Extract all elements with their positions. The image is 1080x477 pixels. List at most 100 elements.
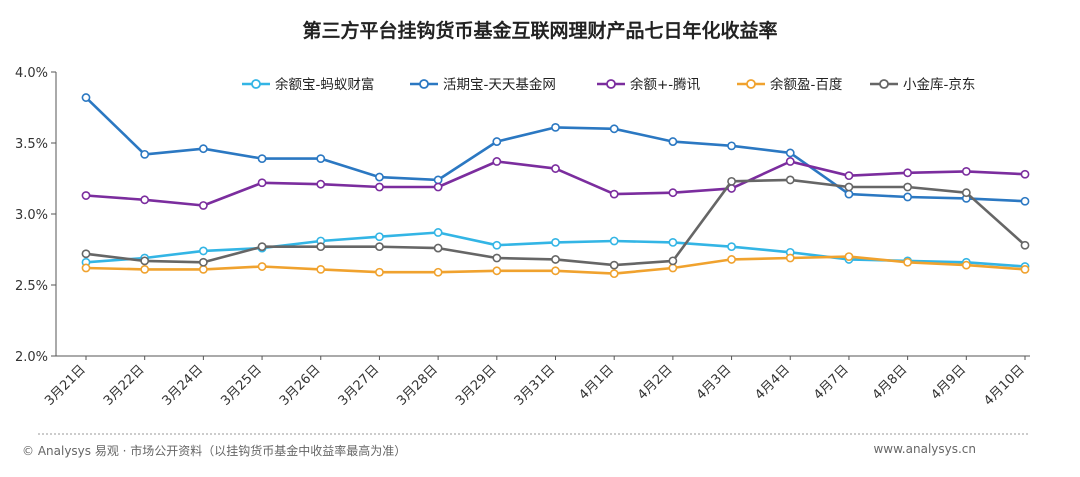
data-point	[551, 266, 560, 276]
x-tick-label: 4月1日	[576, 362, 617, 403]
data-point	[375, 232, 384, 242]
x-tick-label: 4月4日	[752, 362, 793, 403]
x-tick-label: 3月22日	[101, 362, 148, 409]
x-tick-label: 3月21日	[42, 362, 89, 409]
data-point	[433, 228, 443, 237]
data-point	[316, 264, 326, 274]
data-point	[785, 157, 795, 166]
legend: 余额宝-蚂蚁财富 活期宝-天天基金网 余额+-腾讯 余额盈-百度 小金库-京东	[242, 76, 975, 93]
data-point	[609, 236, 619, 246]
data-point	[257, 242, 267, 252]
data-point	[257, 154, 267, 164]
y-tick-label: 4.0%	[15, 66, 48, 81]
data-point	[433, 175, 443, 185]
data-point	[198, 257, 208, 267]
data-point	[609, 260, 619, 270]
data-point	[844, 171, 854, 181]
data-point	[844, 189, 854, 199]
data-point	[727, 242, 736, 252]
x-tick-label: 4月7日	[811, 362, 852, 403]
data-point	[198, 264, 208, 274]
x-axis-labels: 3月21日 3月22日 3月24日 3月25日 3月26日 3月27日 3月28日 3月29日…	[42, 356, 1028, 409]
data-point	[609, 189, 619, 199]
x-tick-label: 4月2日	[635, 362, 676, 403]
data-point	[961, 260, 971, 270]
legend-item: 小金库-京东	[870, 77, 975, 93]
data-point	[551, 122, 560, 132]
data-point	[727, 255, 736, 264]
data-point	[433, 182, 443, 192]
data-point	[668, 237, 678, 247]
data-point	[785, 175, 795, 185]
data-point	[903, 257, 913, 267]
series-3	[81, 157, 1030, 210]
data-point	[492, 253, 502, 263]
data-point	[668, 137, 678, 146]
x-tick-label: 3月28日	[394, 362, 441, 409]
data-point	[903, 182, 913, 192]
series-line	[85, 178, 1026, 267]
data-point	[1020, 240, 1030, 250]
data-point	[140, 256, 150, 266]
x-tick-label: 4月9日	[928, 362, 969, 403]
data-point	[81, 249, 91, 259]
legend-label: 余额+-腾讯	[630, 76, 701, 93]
legend-item: 余额+-腾讯	[597, 76, 701, 93]
data-point	[1020, 264, 1030, 274]
legend-item: 余额宝-蚂蚁财富	[242, 76, 374, 93]
data-point	[375, 267, 384, 277]
legend-item: 余额盈-百度	[737, 76, 842, 93]
data-point	[140, 195, 150, 205]
legend-item: 活期宝-天天基金网	[410, 76, 556, 93]
legend-swatch-marker	[419, 79, 429, 89]
data-point	[257, 178, 267, 188]
data-point	[903, 168, 913, 178]
data-point	[492, 157, 502, 166]
data-point	[198, 144, 208, 154]
data-point	[1020, 196, 1030, 206]
x-tick-label: 3月31日	[512, 362, 559, 409]
x-tick-label: 3月27日	[336, 362, 383, 409]
series-5	[81, 175, 1030, 270]
data-point	[844, 252, 854, 261]
data-point	[257, 262, 267, 271]
data-point	[433, 267, 443, 277]
data-point	[727, 141, 736, 151]
data-point	[316, 154, 326, 164]
x-tick-label: 3月26日	[277, 362, 324, 409]
data-point	[668, 263, 678, 273]
data-point	[727, 176, 736, 186]
data-point	[551, 237, 560, 247]
data-point	[609, 124, 619, 134]
data-point	[198, 201, 208, 210]
data-point	[140, 264, 150, 274]
series-2	[81, 93, 1030, 206]
data-point	[140, 149, 150, 159]
data-point	[1020, 169, 1030, 179]
data-point	[375, 242, 384, 252]
data-point	[81, 191, 91, 200]
data-point	[316, 242, 326, 252]
data-point	[492, 137, 502, 146]
data-point	[961, 166, 971, 176]
x-tick-label: 3月25日	[218, 362, 265, 409]
data-point	[609, 269, 619, 279]
series-line	[85, 96, 1026, 203]
chart-title: 第三方平台挂钩货币基金互联网理财产品七日年化收益率	[302, 20, 778, 42]
data-point	[785, 148, 795, 158]
y-tick-label: 3.0%	[15, 208, 48, 223]
x-tick-label: 3月24日	[160, 362, 207, 409]
legend-label: 余额宝-蚂蚁财富	[275, 76, 374, 93]
data-point	[844, 182, 854, 192]
data-point	[668, 188, 678, 198]
source-note: © Analysys 易观 · 市场公开资料（以挂钩货币基金中收益率最高为准）	[22, 444, 407, 458]
legend-label: 余额盈-百度	[770, 76, 842, 93]
x-tick-label: 3月29日	[453, 362, 500, 409]
series-4	[81, 252, 1030, 279]
data-point	[492, 266, 502, 276]
legend-swatch-marker	[251, 79, 261, 89]
data-point	[492, 240, 502, 250]
data-point	[81, 263, 91, 273]
y-tick-label: 2.0%	[15, 350, 48, 365]
data-point	[785, 253, 795, 263]
